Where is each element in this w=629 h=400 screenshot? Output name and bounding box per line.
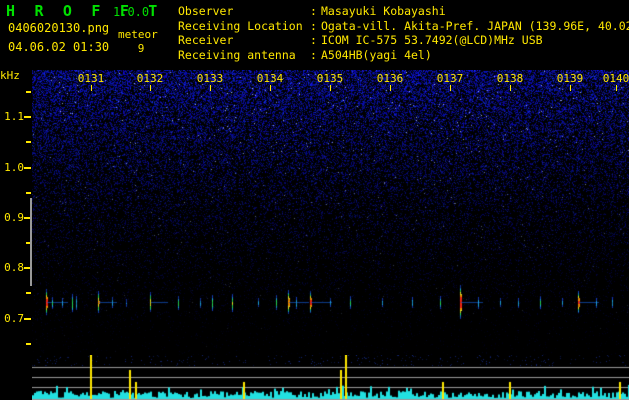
- frequency-axis-minor-tick: [26, 141, 31, 144]
- frequency-axis-label: 0.7: [4, 311, 24, 325]
- meteor-count-label: meteor: [118, 28, 158, 41]
- info-key: Receiving Location: [178, 18, 303, 33]
- info-row: Receiving Location: Ogata-vill. Akita-Pre…: [178, 19, 629, 34]
- time-axis-tick: [270, 85, 271, 91]
- info-colon: :: [310, 33, 317, 48]
- frequency-axis-label: 1.1: [4, 110, 24, 124]
- frequency-axis-minor-tick: [26, 342, 31, 345]
- amplitude-plot-canvas: [32, 355, 629, 400]
- app-brand-title: H R O F F T: [6, 2, 163, 20]
- frequency-axis-unit: kHz: [0, 69, 20, 82]
- info-value: Ogata-vill. Akita-Pref. JAPAN (139.96E, …: [321, 18, 629, 33]
- info-key: Receiver: [178, 33, 234, 48]
- time-axis-tick: [330, 85, 331, 91]
- frequency-axis-tick: [24, 216, 31, 219]
- time-axis-tick: [390, 85, 391, 91]
- info-row: Receiving antenna: A504HB(yagi 4el): [178, 48, 629, 63]
- meteor-count-value: 9: [137, 42, 145, 55]
- frequency-axis-tick: [24, 317, 31, 320]
- amplitude-plot-panel: [0, 355, 629, 400]
- time-axis-tick: [570, 85, 571, 91]
- time-axis-label: 0131: [77, 72, 105, 85]
- time-axis-tick: [91, 85, 92, 91]
- info-value: Masayuki Kobayashi: [321, 4, 446, 18]
- frequency-axis-minor-tick: [26, 91, 31, 94]
- frequency-axis-tick: [24, 166, 31, 169]
- frequency-axis-minor-tick: [26, 242, 31, 245]
- time-axis-tick: [150, 85, 151, 91]
- time-axis-tick: [616, 85, 617, 91]
- time-axis-label: 0133: [196, 72, 224, 85]
- frequency-axis-minor-tick: [26, 191, 31, 194]
- frequency-axis-tick: [24, 267, 31, 270]
- frequency-axis-label: 0.9: [4, 210, 24, 224]
- header-bar: H R O F F T 1.0.0 0406020130.png 04.06.0…: [0, 0, 629, 70]
- marker-line: [30, 198, 32, 286]
- time-axis-label: 0140: [602, 72, 629, 85]
- time-axis-tick: [450, 85, 451, 91]
- info-value: A504HB(yagi 4el): [321, 47, 432, 62]
- observation-info-block: Observer: Masayuki Kobayashi Receiving Loc…: [178, 4, 629, 62]
- frequency-axis-label: 1.0: [4, 160, 24, 174]
- time-axis-label: 0139: [556, 72, 584, 85]
- date-time-label: 04.06.02 01:30: [8, 40, 110, 54]
- time-axis-tick: [210, 85, 211, 91]
- time-axis-label: 0135: [316, 72, 344, 85]
- info-colon: :: [310, 47, 317, 62]
- frequency-axis-label: 0.8: [4, 261, 24, 275]
- time-axis-tick: [510, 85, 511, 91]
- spectrogram-canvas: [32, 70, 629, 355]
- time-axis-label: 0132: [136, 72, 164, 85]
- time-axis-label: 0136: [376, 72, 404, 85]
- time-axis-label: 0138: [496, 72, 524, 85]
- info-row: Observer: Masayuki Kobayashi: [178, 4, 629, 19]
- frequency-axis-tick: [24, 116, 31, 119]
- info-value: ICOM IC-575 53.7492(@LCD)MHz USB: [321, 33, 543, 48]
- app-version-label: 1.0.0: [113, 5, 150, 19]
- info-row: Receiver: ICOM IC-575 53.7492(@LCD)MHz US…: [178, 33, 629, 48]
- info-key: Receiving antenna: [178, 47, 296, 62]
- time-axis-label: 0134: [256, 72, 284, 85]
- frequency-axis-minor-tick: [26, 292, 31, 295]
- file-name-label: 0406020130.png: [8, 21, 110, 35]
- frequency-axis: kHz 1.11.00.90.80.70.6: [0, 70, 32, 400]
- time-axis-label: 0137: [436, 72, 464, 85]
- info-colon: :: [310, 4, 317, 18]
- info-key: Observer: [178, 4, 234, 18]
- time-axis: 0131 0132 0133 0134 0135 0136 0137 0138 0139 0140: [0, 70, 629, 92]
- info-colon: :: [310, 18, 317, 33]
- spectrogram-panel: 0131 0132 0133 0134 0135 0136 0137 0138 0139 0140: [0, 70, 629, 355]
